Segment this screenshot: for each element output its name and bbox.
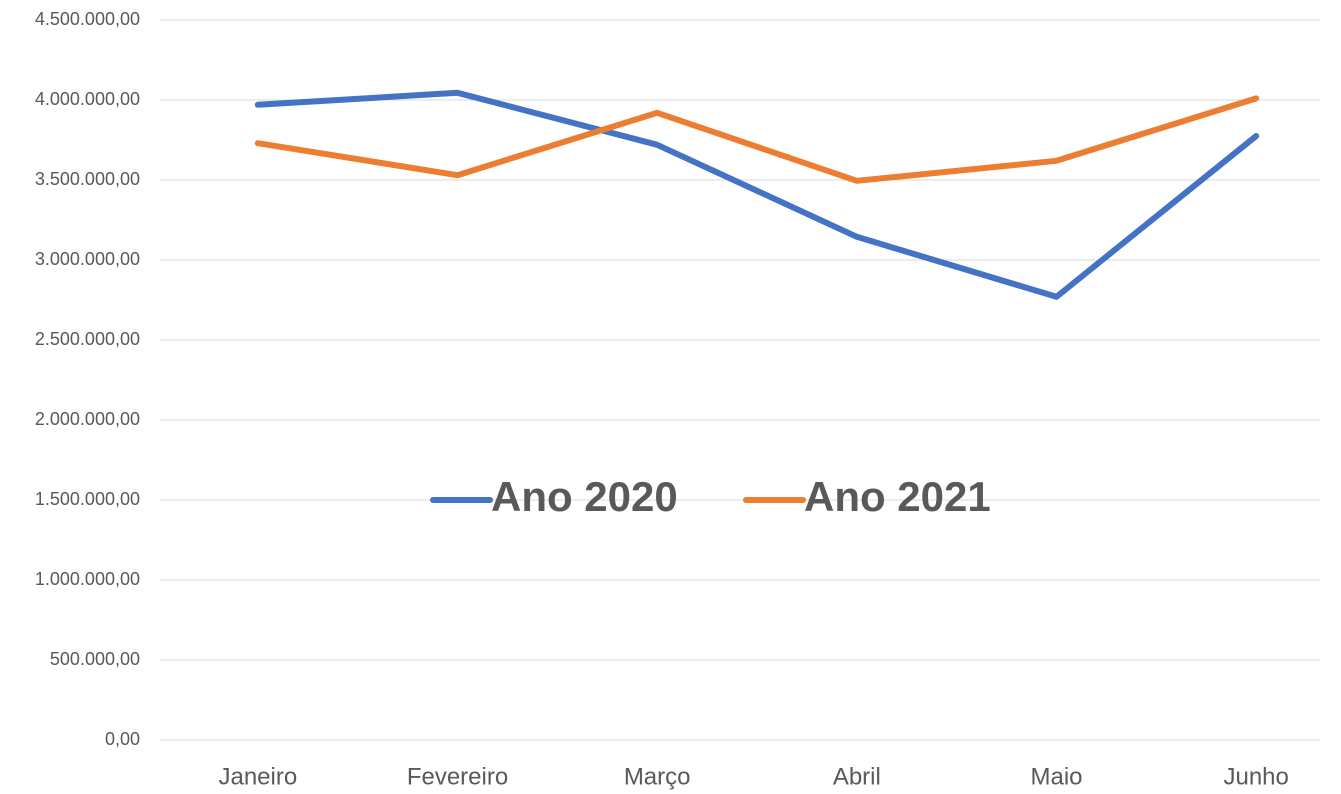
y-tick-label: 2.000.000,00 [35, 409, 140, 429]
y-tick-label: 500.000,00 [50, 649, 140, 669]
y-tick-label: 4.000.000,00 [35, 89, 140, 109]
y-tick-label: 1.000.000,00 [35, 569, 140, 589]
y-tick-label: 0,00 [105, 729, 140, 749]
y-tick-label: 1.500.000,00 [35, 489, 140, 509]
legend-label: Ano 2020 [491, 473, 678, 520]
y-tick-label: 3.000.000,00 [35, 249, 140, 269]
series-line [254, 89, 1260, 300]
y-tick-label: 3.500.000,00 [35, 169, 140, 189]
y-tick-label: 4.500.000,00 [35, 9, 140, 29]
x-tick-label: Junho [1223, 763, 1288, 790]
y-tick-label: 2.500.000,00 [35, 329, 140, 349]
x-tick-label: Janeiro [218, 763, 297, 790]
x-tick-label: Fevereiro [407, 763, 508, 790]
series-line [254, 95, 1260, 184]
x-tick-label: Abril [833, 763, 881, 790]
legend-label: Ano 2021 [804, 473, 991, 520]
x-tick-label: Março [624, 763, 691, 790]
x-tick-label: Maio [1030, 763, 1082, 790]
